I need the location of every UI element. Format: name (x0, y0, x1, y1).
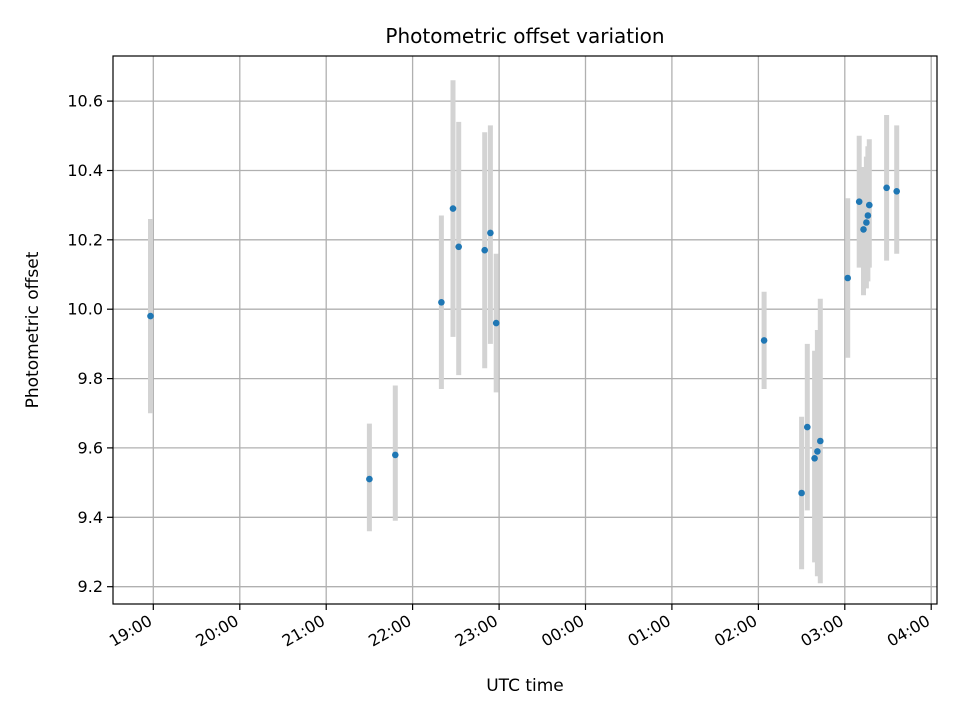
y-axis-label: Photometric offset (23, 251, 43, 408)
data-point (492, 319, 500, 327)
data-point (893, 188, 900, 195)
y-tick-label: 9.4 (78, 508, 103, 527)
y-tick-label: 9.6 (78, 438, 103, 457)
data-point (798, 489, 805, 497)
data-point (866, 201, 873, 209)
data-point (760, 337, 768, 344)
data-points (147, 184, 900, 497)
data-point (817, 437, 824, 445)
data-point (814, 448, 821, 455)
data-point (455, 243, 463, 251)
data-point (883, 184, 890, 192)
data-point (366, 475, 373, 483)
data-point (863, 219, 870, 226)
chart-title: Photometric offset variation (385, 24, 664, 48)
y-tick-label: 10.0 (67, 300, 103, 319)
y-tick-label: 10.6 (67, 92, 103, 111)
data-point (860, 226, 867, 233)
y-tick-label: 10.4 (67, 161, 103, 180)
y-axis-ticks: 9.2 9.4 9.6 9.8 10.0 10.2 10.4 10.6 (67, 92, 113, 596)
y-tick-label: 9.2 (78, 577, 103, 596)
data-point (438, 299, 445, 306)
data-point (487, 229, 494, 237)
data-point (392, 451, 399, 459)
y-tick-label: 10.2 (67, 230, 103, 249)
plot-frame (112, 55, 938, 605)
data-point (864, 212, 872, 219)
data-point (844, 274, 851, 282)
data-point (811, 455, 818, 462)
data-point (855, 198, 863, 205)
y-tick-label: 9.8 (78, 369, 103, 388)
data-point (804, 423, 811, 431)
x-axis-label: UTC time (486, 676, 564, 696)
data-point (481, 246, 489, 254)
data-point (147, 312, 154, 320)
grid-lines (113, 56, 937, 604)
data-point (449, 205, 457, 212)
